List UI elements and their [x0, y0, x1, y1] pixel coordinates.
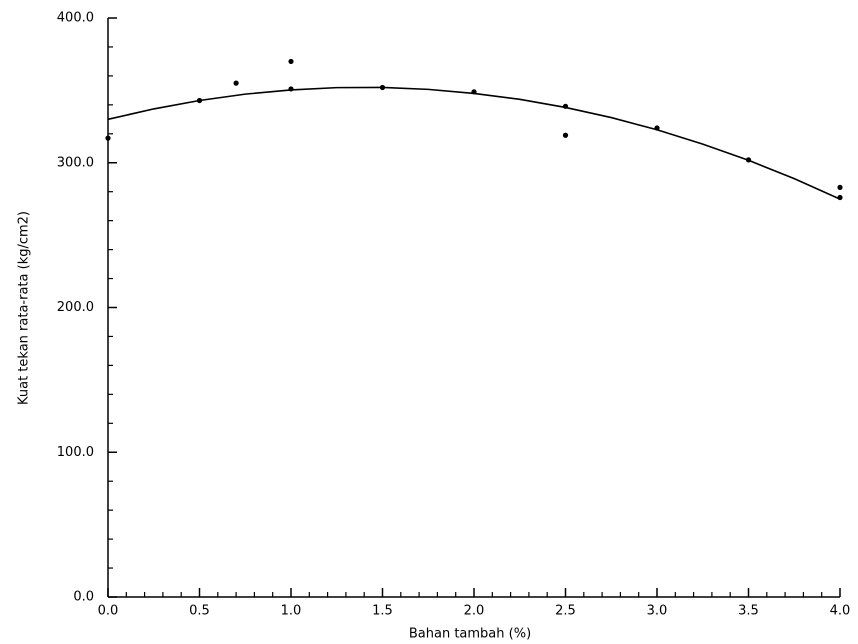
x-tick-label: 4.0 — [830, 604, 851, 619]
y-tick-label: 300.0 — [57, 155, 94, 170]
y-axis-title: Kuat tekan rata-rata (kg/cm2) — [17, 211, 32, 405]
x-axis-title: Bahan tambah (%) — [409, 627, 531, 642]
x-tick-label: 3.0 — [647, 604, 668, 619]
x-tick-label: 2.5 — [555, 604, 576, 619]
data-point — [837, 185, 842, 190]
x-tick-label: 1.0 — [281, 604, 302, 619]
fit-line — [108, 87, 840, 199]
y-tick-label: 200.0 — [57, 300, 94, 315]
data-point — [234, 81, 239, 86]
x-tick-label: 3.5 — [738, 604, 759, 619]
y-tick-label: 100.0 — [57, 445, 94, 460]
x-tick-label: 1.5 — [372, 604, 393, 619]
data-point — [563, 133, 568, 138]
chart: Bahan tambah (%) Kuat tekan rata-rata (k… — [0, 0, 858, 644]
x-tick-label: 2.0 — [464, 604, 485, 619]
data-point — [105, 136, 110, 141]
page: Bahan tambah (%) Kuat tekan rata-rata (k… — [0, 0, 858, 644]
y-tick-label: 0.0 — [73, 590, 94, 605]
x-tick-label: 0.0 — [98, 604, 119, 619]
y-tick-label: 400.0 — [57, 11, 94, 26]
data-point — [288, 59, 293, 64]
x-tick-label: 0.5 — [189, 604, 210, 619]
